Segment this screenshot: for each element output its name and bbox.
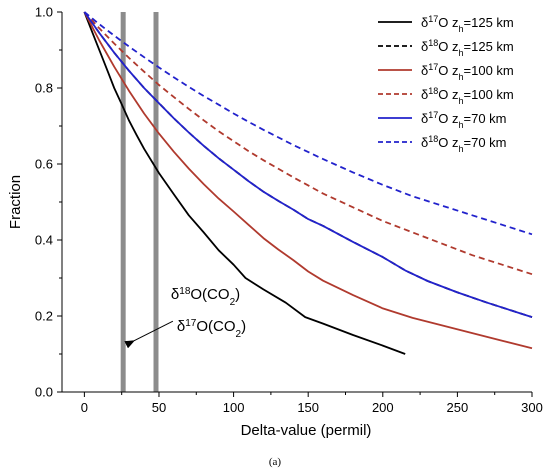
series-line-4 xyxy=(83,11,533,276)
x-tick-label: 200 xyxy=(372,400,394,415)
series-line-5 xyxy=(83,11,533,318)
legend-item-5: δ17O zh=70 km xyxy=(378,110,507,130)
legend-label: δ17O zh=100 km xyxy=(421,62,514,82)
annotation-label: δ17O(CO2) xyxy=(177,318,246,340)
annotation-arrow xyxy=(124,320,174,349)
annotation-label: δ18O(CO2) xyxy=(171,285,240,307)
y-tick-label: 0.0 xyxy=(35,385,53,400)
legend-label: δ18O zh=125 km xyxy=(421,38,514,58)
legend-item-2: δ18O zh=125 km xyxy=(378,38,514,58)
legend-label: δ17O zh=125 km xyxy=(421,14,514,34)
x-tick-label: 0 xyxy=(81,400,88,415)
x-tick-label: 50 xyxy=(152,400,166,415)
y-tick-label: 0.2 xyxy=(35,309,53,324)
legend-label: δ17O zh=70 km xyxy=(421,110,507,130)
legend-item-4: δ18O zh=100 km xyxy=(378,86,514,106)
y-axis-title: Fraction xyxy=(7,175,24,229)
legend-label: δ18O zh=100 km xyxy=(421,86,514,106)
legend: δ17O zh=125 km δ18O zh=125 km δ17O zh=100 … xyxy=(378,14,514,154)
y-tick-label: 0.4 xyxy=(35,233,53,248)
x-tick-label: 250 xyxy=(447,400,469,415)
series-line-3 xyxy=(83,11,533,350)
series-line-6 xyxy=(83,11,533,236)
y-tick-label: 1.0 xyxy=(35,5,53,20)
legend-item-6: δ18O zh=70 km xyxy=(378,134,507,154)
y-axis: 0.0 0.2 0.4 0.6 0.8 1.0 xyxy=(35,5,63,400)
plot-area xyxy=(83,11,533,392)
x-tick-label: 150 xyxy=(297,400,319,415)
legend-item-1: δ17O zh=125 km xyxy=(378,14,514,34)
y-tick-label: 0.8 xyxy=(35,81,53,96)
x-tick-label: 300 xyxy=(521,400,543,415)
annotation-2: δ17O(CO2) xyxy=(124,318,246,349)
series-line-1 xyxy=(83,11,406,355)
annotation-1: δ18O(CO2) xyxy=(171,285,240,307)
figure-caption: (a) xyxy=(269,456,282,468)
legend-label: δ18O zh=70 km xyxy=(421,134,507,154)
annotations: δ18O(CO2) δ17O(CO2) xyxy=(124,285,246,349)
legend-item-3: δ17O zh=100 km xyxy=(378,62,514,82)
y-tick-label: 0.6 xyxy=(35,157,53,172)
x-axis: 0 50 100 150 200 250 300 xyxy=(62,391,543,415)
x-tick-label: 100 xyxy=(223,400,245,415)
x-axis-title: Delta-value (permil) xyxy=(241,422,372,439)
